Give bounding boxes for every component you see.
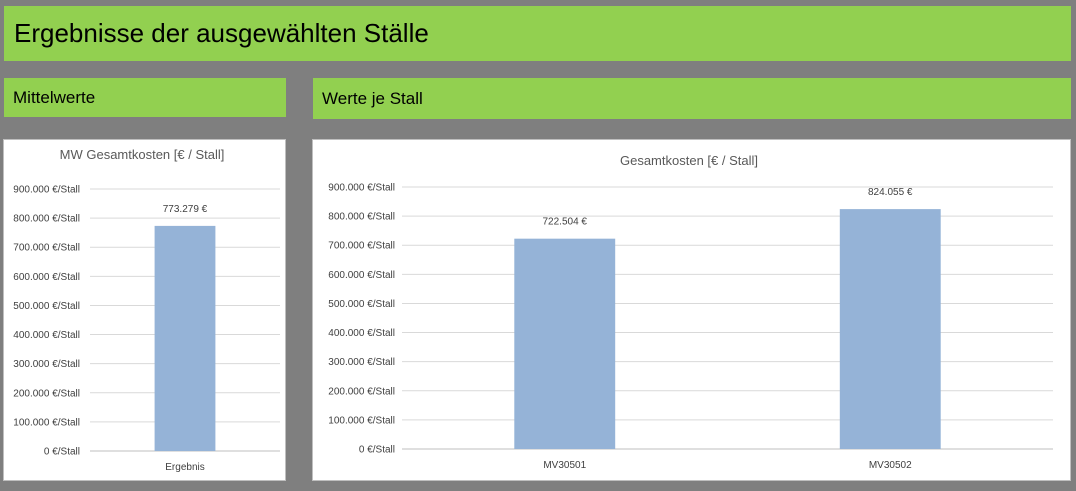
y-tick-label: 200.000 €/Stall bbox=[13, 388, 80, 399]
y-tick-label: 300.000 €/Stall bbox=[328, 357, 395, 368]
y-tick-label: 500.000 €/Stall bbox=[13, 301, 80, 312]
bar bbox=[839, 209, 941, 449]
section-title: Werte je Stall bbox=[322, 88, 423, 108]
data-label: 773.279 € bbox=[163, 204, 208, 215]
y-tick-label: 400.000 €/Stall bbox=[328, 328, 395, 339]
y-tick-label: 500.000 €/Stall bbox=[328, 299, 395, 310]
y-tick-label: 700.000 €/Stall bbox=[13, 243, 80, 254]
y-tick-label: 400.000 €/Stall bbox=[13, 330, 80, 341]
section-header-mittelwerte: Mittelwerte bbox=[4, 78, 286, 117]
category-label: MV30502 bbox=[869, 460, 912, 471]
y-tick-label: 0 €/Stall bbox=[44, 447, 80, 458]
y-tick-label: 700.000 €/Stall bbox=[328, 241, 395, 252]
page-title: Ergebnisse der ausgewählten Ställe bbox=[14, 18, 429, 48]
bar-chart-gesamtkosten: Gesamtkosten [€ / Stall] 0 €/Stall 100.000… bbox=[328, 153, 1053, 471]
y-tick-label: 100.000 €/Stall bbox=[13, 417, 80, 428]
y-tick-label: 100.000 €/Stall bbox=[328, 415, 395, 426]
page-title-banner: Ergebnisse der ausgewählten Ställe bbox=[4, 6, 1071, 61]
y-tick-label: 0 €/Stall bbox=[359, 445, 395, 456]
y-tick-label: 800.000 €/Stall bbox=[328, 212, 395, 223]
chart-panel-werte-je-stall[interactable]: Gesamtkosten [€ / Stall] 0 €/Stall 100.000… bbox=[312, 139, 1071, 481]
section-title: Mittelwerte bbox=[13, 87, 96, 107]
y-tick-label: 300.000 €/Stall bbox=[13, 359, 80, 370]
bar bbox=[154, 225, 216, 451]
category-label: Ergebnis bbox=[165, 462, 204, 473]
section-header-werte-je-stall: Werte je Stall bbox=[313, 78, 1071, 119]
chart-panel-mittelwerte[interactable]: MW Gesamtkosten [€ / Stall] 0 €/Stall 100.… bbox=[3, 139, 286, 481]
y-tick-label: 900.000 €/Stall bbox=[13, 185, 80, 196]
bar bbox=[514, 238, 616, 449]
category-label: MV30501 bbox=[543, 460, 586, 471]
bar-chart-mw-gesamtkosten: MW Gesamtkosten [€ / Stall] 0 €/Stall 100.… bbox=[13, 147, 280, 473]
y-tick-label: 600.000 €/Stall bbox=[13, 272, 80, 283]
chart-title: Gesamtkosten [€ / Stall] bbox=[620, 153, 758, 168]
y-tick-label: 900.000 €/Stall bbox=[328, 183, 395, 194]
y-tick-label: 200.000 €/Stall bbox=[328, 386, 395, 397]
y-tick-label: 800.000 €/Stall bbox=[13, 214, 80, 225]
data-label: 722.504 € bbox=[543, 217, 588, 228]
data-label: 824.055 € bbox=[868, 187, 913, 198]
chart-title: MW Gesamtkosten [€ / Stall] bbox=[60, 147, 225, 162]
y-tick-label: 600.000 €/Stall bbox=[328, 270, 395, 281]
